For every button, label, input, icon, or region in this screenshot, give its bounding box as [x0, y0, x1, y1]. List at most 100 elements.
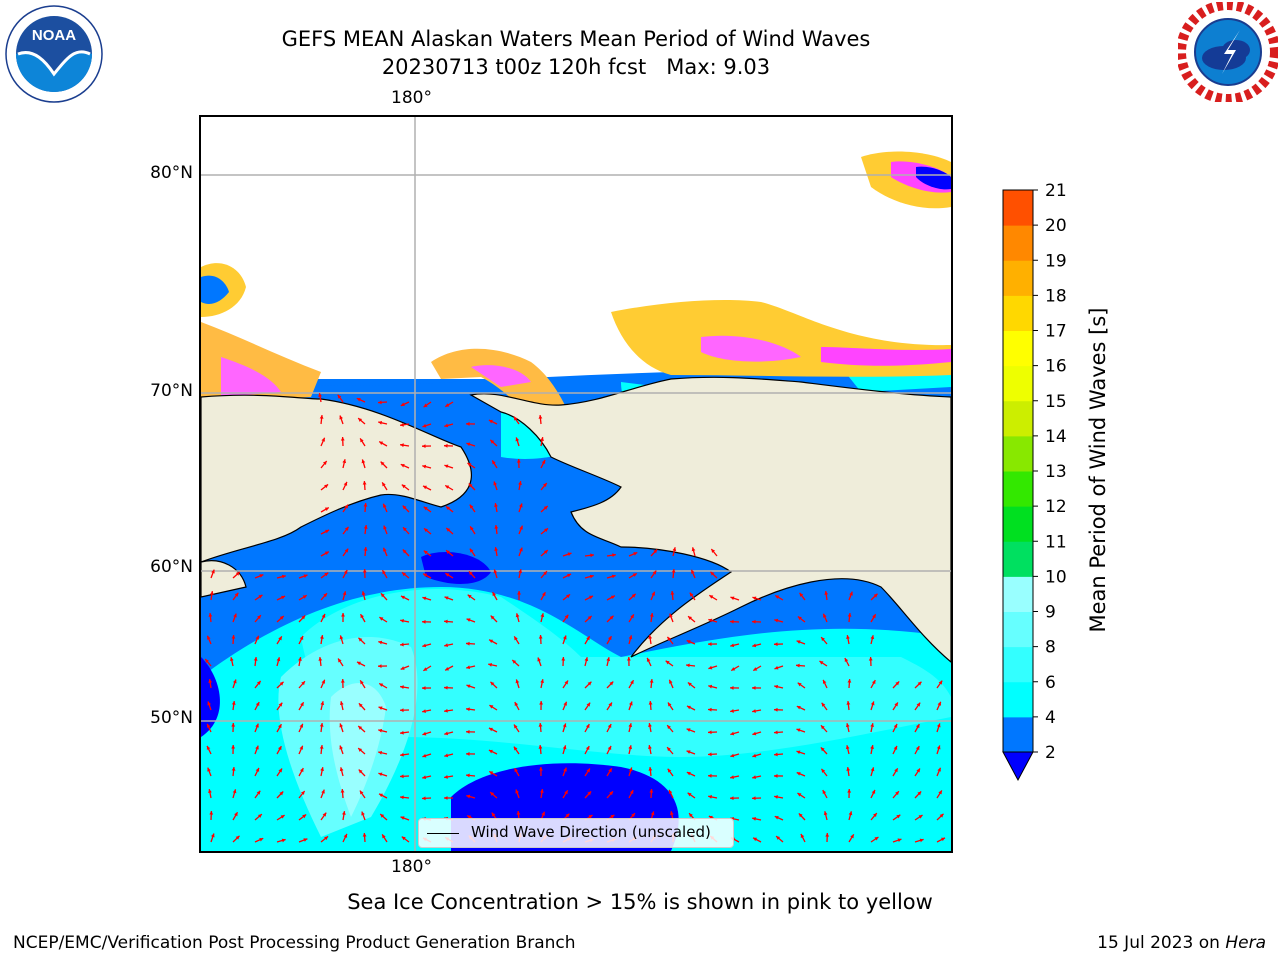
wave-direction-arrowhead — [561, 657, 566, 661]
wave-direction-arrowhead — [362, 569, 367, 573]
colorbar-segment — [1003, 611, 1033, 648]
wave-direction-arrowhead — [518, 481, 522, 485]
wave-direction-arrowhead — [255, 723, 259, 728]
wave-direction-arrowhead — [445, 573, 450, 577]
wave-direction-arrowhead — [205, 659, 209, 664]
wave-direction-arrowhead — [895, 681, 900, 686]
wave-direction-arrowhead — [918, 815, 923, 819]
wave-direction-arrowhead — [360, 614, 364, 619]
wave-direction-arrowhead — [469, 548, 474, 553]
wave-direction-arrowhead — [844, 657, 849, 662]
wave-direction-arrowhead — [256, 790, 261, 795]
wave-direction-arrowhead — [538, 745, 543, 749]
wave-direction-arrowhead — [489, 639, 494, 644]
wave-direction-arrowhead — [667, 725, 671, 730]
wave-direction-arrowhead — [488, 727, 493, 732]
wave-direction-arrowhead — [279, 681, 284, 686]
wave-direction-arrowhead — [301, 681, 305, 686]
wave-direction-arrowhead — [378, 420, 383, 425]
wave-direction-arrowhead — [650, 811, 655, 816]
wave-direction-arrowhead — [321, 613, 326, 618]
wave-direction-arrowhead — [378, 772, 383, 777]
colorbar-under-extension — [1002, 751, 1034, 782]
wave-direction-arrowhead — [539, 701, 544, 705]
wave-direction-arrowhead — [422, 464, 427, 469]
wave-direction-arrowhead — [628, 745, 633, 750]
wave-direction-arrowhead — [466, 618, 471, 622]
wave-direction-arrowhead — [845, 723, 850, 728]
wave-direction-arrowhead — [819, 661, 824, 665]
wave-direction-arrowhead — [776, 836, 781, 840]
wave-direction-arrowhead — [730, 753, 735, 758]
wave-direction-arrowhead — [515, 679, 520, 684]
wave-direction-arrowhead — [633, 552, 638, 556]
wave-direction-arrowhead — [466, 665, 471, 670]
wave-direction-arrowhead — [687, 792, 692, 797]
wave-direction-arrowhead — [320, 701, 325, 706]
wave-direction-arrowhead — [444, 443, 448, 448]
wave-direction-arrowhead — [708, 773, 712, 778]
wave-direction-arrowhead — [468, 483, 473, 488]
wave-direction-arrowhead — [871, 789, 876, 794]
wave-direction-arrowhead — [363, 547, 368, 551]
wave-direction-arrowhead — [589, 574, 594, 579]
wave-direction-arrowhead — [775, 595, 780, 599]
wave-direction-arrowhead — [730, 775, 735, 779]
wave-direction-arrowhead — [401, 836, 406, 841]
wave-direction-arrowhead — [324, 572, 329, 577]
wave-direction-arrowhead — [422, 423, 427, 428]
wave-direction-arrowhead — [494, 503, 498, 507]
wave-direction-arrowhead — [400, 464, 405, 468]
wave-direction-arrowhead — [400, 816, 405, 820]
wave-direction-arrowhead — [340, 437, 345, 441]
wave-direction-arrowhead — [380, 461, 385, 466]
wave-direction-arrowhead — [823, 613, 827, 618]
wave-direction-arrowhead — [940, 837, 945, 842]
wave-direction-arrowhead — [422, 643, 427, 648]
wave-direction-arrowhead — [537, 657, 541, 662]
wave-direction-arrowhead — [562, 745, 567, 750]
wave-direction-arrowhead — [730, 643, 735, 648]
wave-direction-arrowhead — [400, 730, 404, 735]
colorbar-segment — [1003, 541, 1033, 577]
colorbar-segment — [1003, 681, 1033, 718]
wave-direction-arrowhead — [318, 657, 323, 661]
wave-direction-arrowhead — [730, 731, 735, 736]
wave-direction-arrowhead — [566, 594, 571, 599]
wave-direction-arrowhead — [444, 796, 448, 800]
wave-direction-arrowhead — [467, 594, 472, 599]
wave-direction-arrowhead — [445, 506, 450, 511]
wave-direction-arrowhead — [821, 768, 826, 773]
wave-direction-arrowhead — [206, 745, 211, 750]
wave-direction-arrowhead — [669, 811, 674, 816]
colorbar-segment — [1003, 716, 1033, 753]
wave-direction-arrowhead — [543, 571, 547, 576]
wave-direction-arrowhead — [382, 482, 386, 487]
wave-direction-arrowhead — [686, 771, 691, 776]
wave-direction-arrowhead — [691, 569, 695, 574]
wave-direction-arrowhead — [730, 619, 734, 624]
wave-direction-arrowhead — [563, 701, 567, 706]
wave-direction-arrowhead — [259, 838, 264, 842]
noaa-logo: NOAA — [5, 5, 103, 103]
wave-direction-arrowhead — [670, 591, 675, 595]
wave-direction-arrowhead — [671, 569, 676, 573]
wave-direction-arrowhead — [873, 593, 878, 598]
wave-direction-arrowhead — [917, 791, 922, 796]
wave-direction-arrowhead — [231, 701, 236, 705]
wave-direction-arrowhead — [319, 723, 324, 727]
footer-credit: NCEP/EMC/Verification Post Processing Pr… — [13, 933, 576, 953]
wave-direction-arrowhead — [894, 702, 898, 707]
wave-direction-arrowhead — [648, 701, 653, 705]
lat-label-70n: 70°N — [150, 381, 193, 401]
wave-direction-arrowhead — [379, 683, 384, 687]
wave-direction-arrowhead — [611, 574, 616, 579]
wave-direction-arrowhead — [513, 724, 518, 729]
wave-direction-arrowhead — [774, 795, 778, 799]
wave-direction-arrowhead — [209, 591, 214, 595]
legend-line-sample — [427, 833, 459, 834]
wave-direction-arrowhead — [774, 665, 779, 670]
wave-direction-arrowhead — [231, 745, 236, 749]
wave-direction-arrowhead — [669, 613, 673, 618]
wave-direction-arrowhead — [585, 746, 590, 751]
